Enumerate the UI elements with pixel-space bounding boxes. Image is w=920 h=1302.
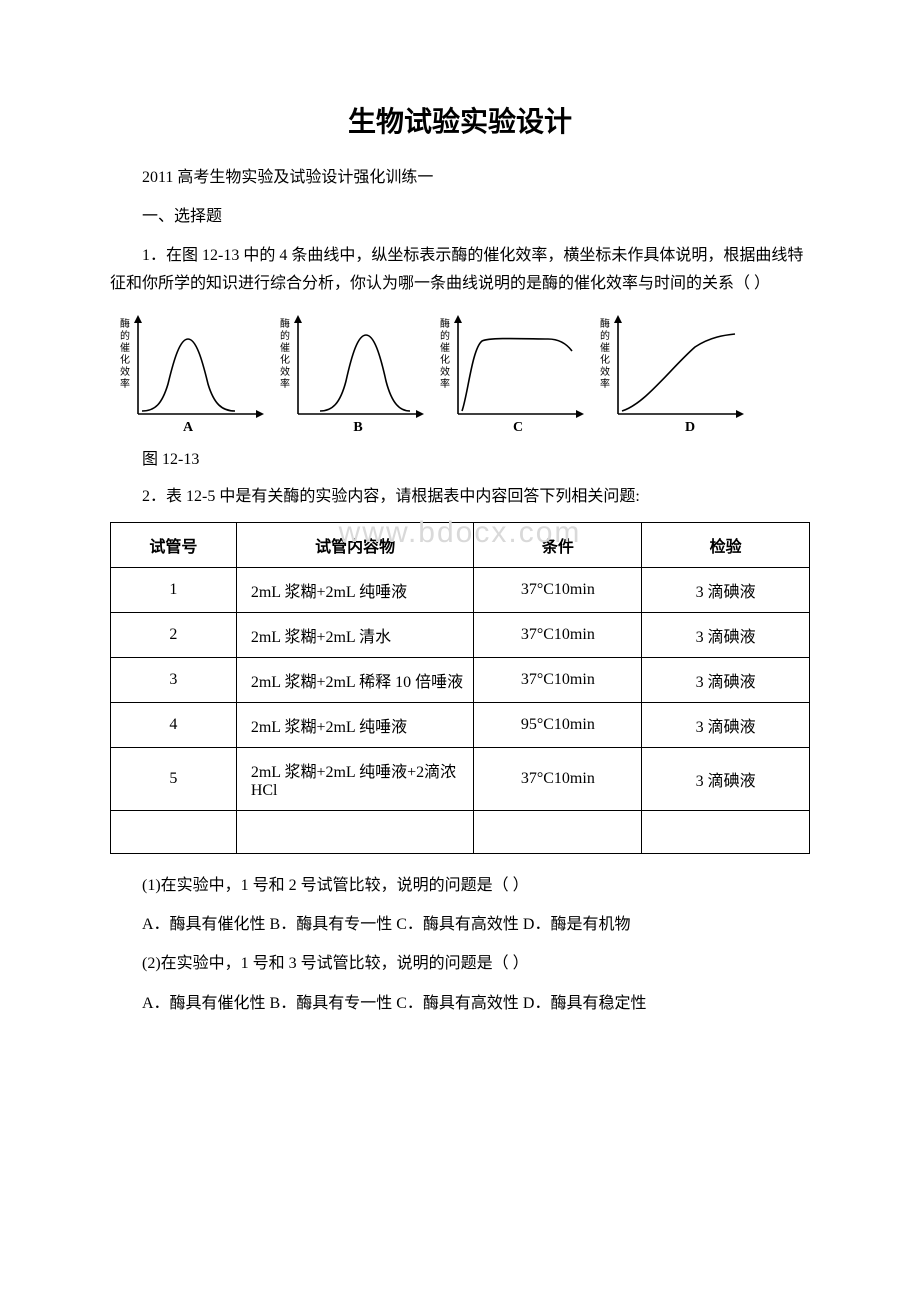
cell: 37°C10min — [474, 657, 642, 702]
cell-empty — [111, 810, 237, 853]
chart-a: 酶 的 催 化 效 率 A — [110, 309, 270, 439]
svg-text:酶: 酶 — [120, 317, 130, 330]
cell: 2mL 浆糊+2mL 纯唾液 — [236, 702, 474, 747]
table-row: 1 2mL 浆糊+2mL 纯唾液 37°C10min 3 滴碘液 — [111, 567, 810, 612]
page-title: 生物试验实验设计 — [110, 100, 810, 140]
cell: 4 — [111, 702, 237, 747]
question-2: 2．表 12-5 中是有关酶的实验内容，请根据表中内容回答下列相关问题: — [110, 483, 810, 510]
chart-d-label: D — [685, 420, 695, 435]
figure-caption: 图 12-13 — [110, 445, 810, 469]
svg-text:催: 催 — [280, 341, 290, 354]
svg-text:效: 效 — [440, 365, 450, 378]
charts-panel-row: 酶 的 催 化 效 率 A — [110, 309, 810, 439]
svg-text:的: 的 — [440, 329, 450, 342]
svg-text:率: 率 — [120, 377, 130, 390]
svg-text:酶: 酶 — [440, 317, 450, 330]
cell: 2 — [111, 612, 237, 657]
cell: 3 滴碘液 — [642, 612, 810, 657]
col-tube-no: 试管号 — [111, 522, 237, 567]
svg-text:酶: 酶 — [600, 317, 610, 330]
chart-d: 酶 的 催 化 效 率 D — [590, 309, 750, 439]
cell: 3 滴碘液 — [642, 747, 810, 810]
svg-text:率: 率 — [280, 377, 290, 390]
cell: 2mL 浆糊+2mL 清水 — [236, 612, 474, 657]
svg-text:效: 效 — [120, 365, 130, 378]
svg-text:的: 的 — [600, 329, 610, 342]
cell: 3 滴碘液 — [642, 702, 810, 747]
cell: 2mL 浆糊+2mL 纯唾液 — [236, 567, 474, 612]
sub-question-2: (2)在实验中，1 号和 3 号试管比较，说明的问题是（ ） — [110, 950, 810, 977]
svg-text:效: 效 — [280, 365, 290, 378]
svg-text:化: 化 — [280, 353, 290, 366]
svg-text:率: 率 — [600, 377, 610, 390]
svg-text:的: 的 — [280, 329, 290, 342]
svg-text:的: 的 — [120, 329, 130, 342]
table-row: 5 2mL 浆糊+2mL 纯唾液+2滴浓 HCl 37°C10min 3 滴碘液 — [111, 747, 810, 810]
sub-question-2-options: A．酶具有催化性 B．酶具有专一性 C．酶具有高效性 D．酶具有稳定性 — [110, 990, 810, 1017]
chart-b-label: B — [353, 420, 362, 435]
svg-text:化: 化 — [120, 353, 130, 366]
svg-text:催: 催 — [120, 341, 130, 354]
section-heading: 一、选择题 — [110, 203, 810, 230]
col-contents: 试管内容物 — [236, 522, 474, 567]
svg-text:化: 化 — [440, 353, 450, 366]
cell-empty — [642, 810, 810, 853]
cell-empty — [236, 810, 474, 853]
col-test: 检验 — [642, 522, 810, 567]
cell: 3 — [111, 657, 237, 702]
cell: 2mL 浆糊+2mL 纯唾液+2滴浓 HCl — [236, 747, 474, 810]
table-row: 4 2mL 浆糊+2mL 纯唾液 95°C10min 3 滴碘液 — [111, 702, 810, 747]
experiment-table: 试管号 试管内容物 条件 检验 1 2mL 浆糊+2mL 纯唾液 37°C10m… — [110, 522, 810, 854]
cell: 3 滴碘液 — [642, 657, 810, 702]
cell: 2mL 浆糊+2mL 稀释 10 倍唾液 — [236, 657, 474, 702]
table-row: 2 2mL 浆糊+2mL 清水 37°C10min 3 滴碘液 — [111, 612, 810, 657]
chart-c-label: C — [513, 420, 523, 435]
cell-empty — [474, 810, 642, 853]
svg-text:率: 率 — [440, 377, 450, 390]
cell: 3 滴碘液 — [642, 567, 810, 612]
question-1: 1．在图 12-13 中的 4 条曲线中，纵坐标表示酶的催化效率，横坐标未作具体… — [110, 242, 810, 296]
cell: 95°C10min — [474, 702, 642, 747]
table-header-row: 试管号 试管内容物 条件 检验 — [111, 522, 810, 567]
sub-question-1-options: A．酶具有催化性 B．酶具有专一性 C．酶具有高效性 D．酶是有机物 — [110, 911, 810, 938]
svg-text:酶: 酶 — [280, 317, 290, 330]
col-condition: 条件 — [474, 522, 642, 567]
table-empty-row — [111, 810, 810, 853]
cell: 37°C10min — [474, 747, 642, 810]
table-row: 3 2mL 浆糊+2mL 稀释 10 倍唾液 37°C10min 3 滴碘液 — [111, 657, 810, 702]
cell: 5 — [111, 747, 237, 810]
chart-b: 酶 的 催 化 效 率 B — [270, 309, 430, 439]
cell: 37°C10min — [474, 567, 642, 612]
chart-a-label: A — [183, 420, 194, 435]
svg-text:催: 催 — [600, 341, 610, 354]
chart-c: 酶 的 催 化 效 率 C — [430, 309, 590, 439]
svg-text:化: 化 — [600, 353, 610, 366]
cell: 1 — [111, 567, 237, 612]
cell: 37°C10min — [474, 612, 642, 657]
sub-question-1: (1)在实验中，1 号和 2 号试管比较，说明的问题是（ ） — [110, 872, 810, 899]
svg-text:效: 效 — [600, 365, 610, 378]
intro-line: 2011 高考生物实验及试验设计强化训练一 — [110, 164, 810, 191]
svg-text:催: 催 — [440, 341, 450, 354]
